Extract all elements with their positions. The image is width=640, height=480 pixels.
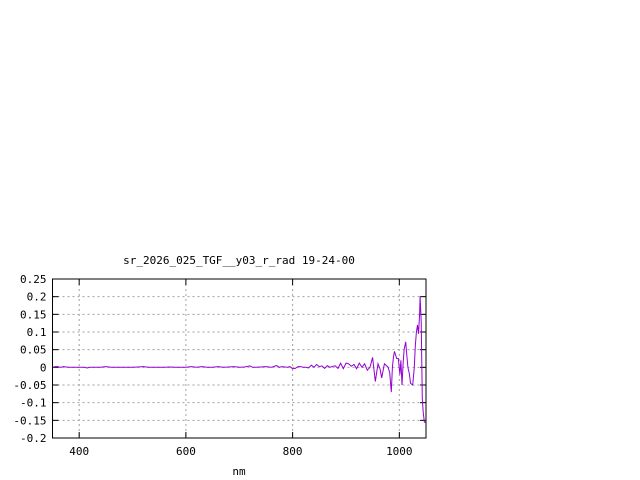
y-tick-label: -0.1 — [20, 397, 47, 410]
y-tick-label: 0.15 — [20, 308, 47, 321]
y-tick-label: 0.2 — [27, 291, 47, 304]
x-tick-label: 1000 — [386, 445, 413, 458]
y-tick-label: 0 — [40, 361, 47, 374]
x-tick-label: 800 — [283, 445, 303, 458]
series-layer — [52, 296, 426, 423]
y-tick-label: -0.2 — [20, 432, 47, 445]
grid — [52, 279, 426, 438]
x-tick-label: 600 — [176, 445, 196, 458]
y-tick-label: -0.15 — [13, 414, 46, 427]
axis-ticks: 400 600 800 1000 -0.2 -0.15 -0.1 -0.05 0 0.05 0.1 0… — [13, 273, 426, 458]
y-tick-label: 0.1 — [27, 326, 47, 339]
y-tick-label: -0.05 — [13, 379, 46, 392]
x-tick-label: 400 — [69, 445, 89, 458]
plot-border — [52, 278, 427, 439]
y-tick-label: 0.05 — [20, 344, 47, 357]
chart-title: sr_2026_025_TGF__y03_r_rad 19-24-00 — [123, 254, 355, 267]
series-line — [52, 296, 426, 423]
y-tick-label: 0.25 — [20, 273, 47, 286]
x-axis-label: nm — [232, 465, 246, 478]
